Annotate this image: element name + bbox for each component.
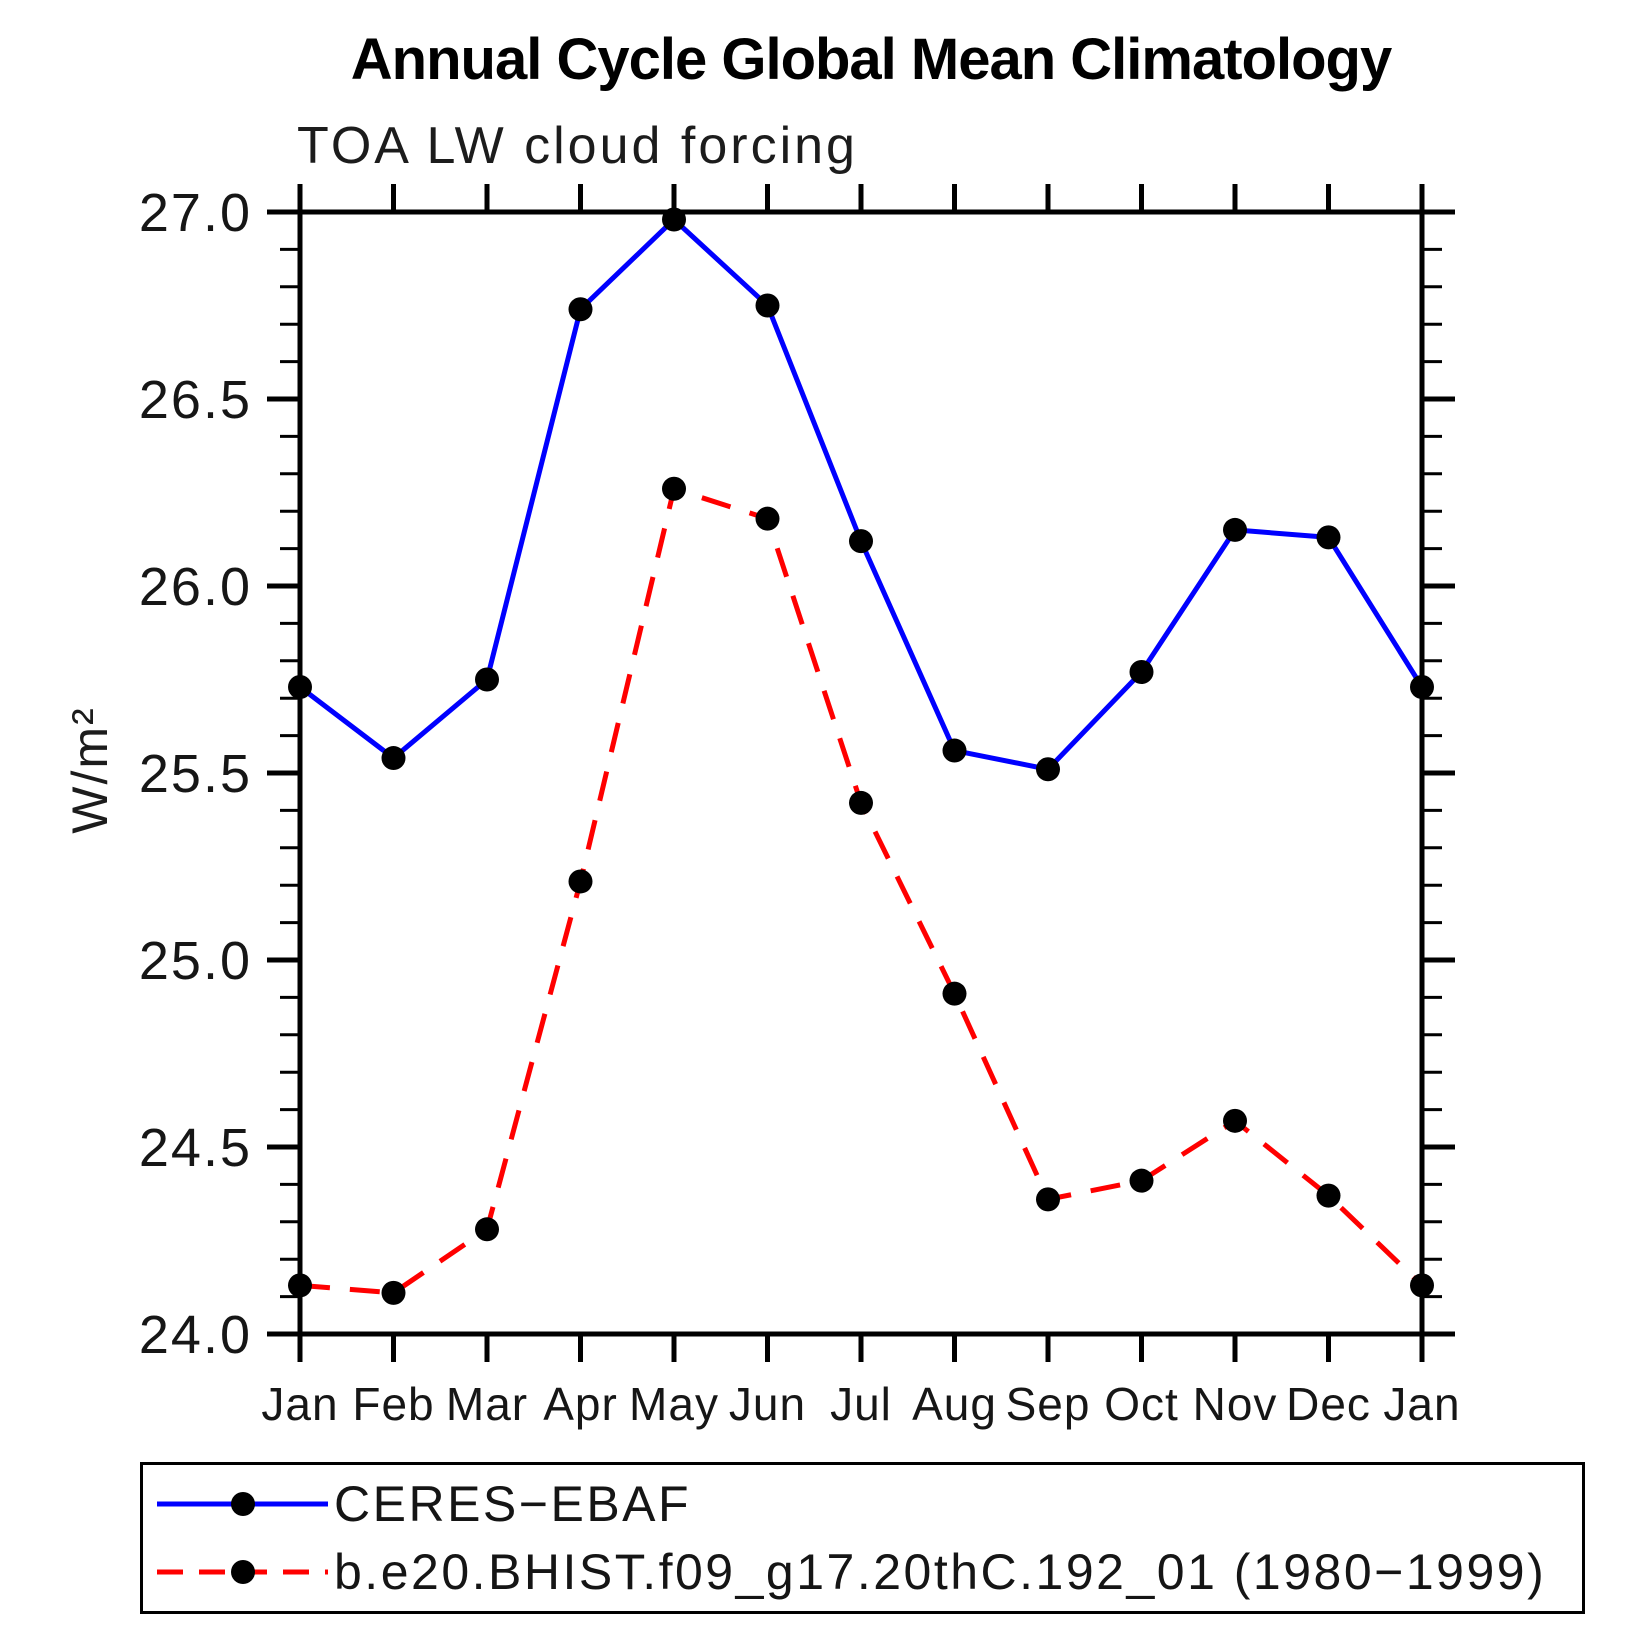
x-axis-tick-label: Mar <box>446 1378 528 1430</box>
legend-solid-line-sample <box>157 1492 328 1516</box>
data-point <box>755 293 780 318</box>
data-point <box>288 674 312 699</box>
data-point <box>1410 1273 1434 1298</box>
data-point <box>849 790 873 815</box>
x-axis-tick-label: Jan <box>261 1378 338 1430</box>
data-point <box>1410 674 1434 699</box>
data-point <box>755 506 780 531</box>
legend-item: b.e20.BHIST.f09_g17.20thC.192_01 (1980−1… <box>155 1542 1582 1602</box>
x-axis-tick-label: Jan <box>1383 1378 1460 1430</box>
data-point <box>1316 525 1341 550</box>
data-point <box>942 738 967 763</box>
y-axis-tick-label: 27.0 <box>139 183 252 243</box>
data-point <box>1316 1183 1341 1208</box>
y-axis-tick-label: 26.5 <box>139 370 252 430</box>
series-line <box>298 216 1425 772</box>
y-axis: 24.0 24.5 25.0 25.5 26.0 26.5 27.0 <box>139 183 1455 1365</box>
data-point <box>475 667 499 692</box>
legend-label: b.e20.BHIST.f09_g17.20thC.192_01 (1980−1… <box>334 1544 1547 1600</box>
data-point <box>288 1273 312 1298</box>
data-point <box>849 529 873 554</box>
data-point <box>1223 517 1247 542</box>
x-axis: Jan Feb Mar Apr May Jun Jul Aug Sep Oct Nov Dec Jan <box>261 184 1460 1430</box>
data-point <box>1036 757 1060 782</box>
chart-title: Annual Cycle Global Mean Climatology <box>350 27 1392 92</box>
series-group <box>288 207 1434 782</box>
y-axis-tick-label: 26.0 <box>139 557 252 617</box>
y-axis-tick-label: 24.0 <box>139 1305 252 1365</box>
data-point <box>942 981 967 1006</box>
x-axis-tick-label: May <box>629 1378 719 1430</box>
series-group <box>288 476 1434 1305</box>
data-point <box>1129 1168 1154 1193</box>
legend: CERES−EBAF b.e20.BHIST.f09_g17.20thC.192_… <box>140 1462 1585 1614</box>
y-axis-tick-label: 24.5 <box>139 1118 252 1178</box>
x-axis-tick-label: Oct <box>1104 1378 1179 1430</box>
data-point <box>381 1280 406 1305</box>
x-axis-tick-label: Jul <box>830 1378 892 1430</box>
data-point <box>568 869 593 894</box>
legend-dashed-line-sample <box>157 1560 328 1584</box>
x-axis-tick-label: Jun <box>729 1378 806 1430</box>
data-point <box>381 746 406 771</box>
y-axis-tick-label: 25.5 <box>139 744 252 804</box>
data-point <box>662 207 686 232</box>
series-line <box>299 486 1424 1296</box>
x-axis-tick-label: Feb <box>352 1378 434 1430</box>
x-axis-tick-label: Nov <box>1193 1378 1278 1430</box>
y-axis-tick-label: 25.0 <box>139 931 252 991</box>
legend-label: CERES−EBAF <box>334 1476 692 1532</box>
data-point <box>1129 660 1154 685</box>
chart-subtitle: TOA LW cloud forcing <box>297 117 858 175</box>
data-point <box>1223 1108 1247 1133</box>
legend-marker-dot <box>231 1492 255 1516</box>
x-axis-tick-label: Aug <box>912 1378 997 1430</box>
data-point <box>475 1217 499 1242</box>
x-axis-tick-label: Apr <box>543 1378 618 1430</box>
legend-marker-dot <box>231 1560 255 1584</box>
plot-border <box>297 209 1425 1337</box>
x-axis-tick-label: Dec <box>1286 1378 1371 1430</box>
data-point <box>662 476 686 501</box>
data-point <box>1036 1187 1060 1212</box>
legend-item: CERES−EBAF <box>155 1474 1582 1534</box>
x-axis-tick-label: Sep <box>1006 1378 1091 1430</box>
data-point <box>568 297 593 322</box>
